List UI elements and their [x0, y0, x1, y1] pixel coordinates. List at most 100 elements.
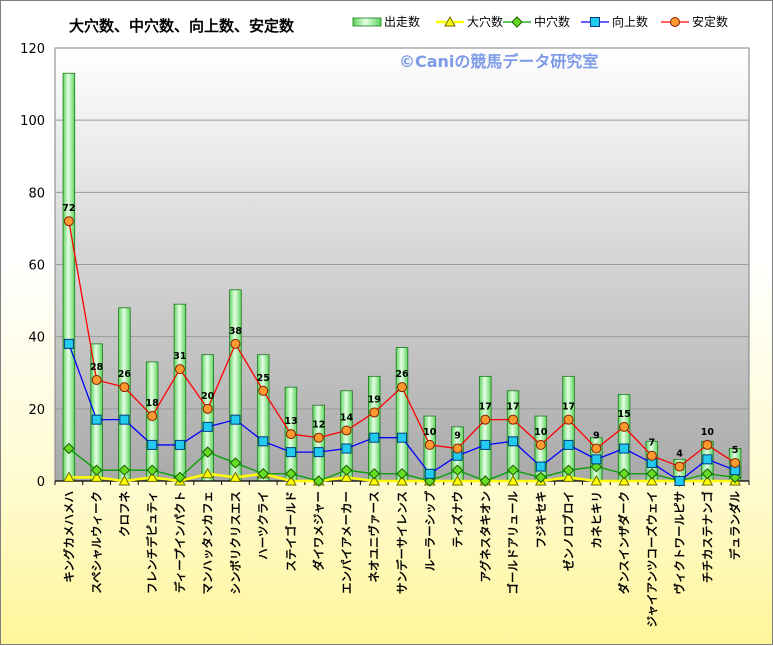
chart-title: 大穴数、中穴数、向上数、安定数	[69, 17, 295, 35]
data-point	[285, 429, 296, 440]
category-label: ゼンノロブロイ	[562, 491, 576, 571]
data-point	[480, 414, 491, 425]
category-label: ハーツクライ	[256, 491, 270, 560]
data-point	[257, 468, 269, 480]
data-point	[397, 382, 407, 393]
data-point	[701, 468, 714, 480]
category-label: マンハッタンカフェ	[201, 491, 215, 595]
data-point	[619, 421, 630, 432]
data-point	[730, 457, 741, 468]
category-label: シンボリクリスエス	[228, 491, 242, 595]
category-label: ダイワメジャー	[312, 491, 326, 571]
data-point	[63, 338, 74, 349]
category-label: ジャイアンツコーズウェイ	[645, 491, 659, 627]
data-point	[313, 432, 324, 443]
legend-label: 安定数	[692, 14, 728, 29]
category-label: デュランダル	[728, 491, 742, 560]
category-label: アグネスタキオン	[478, 491, 492, 582]
data-point	[119, 382, 130, 393]
data-point	[258, 385, 269, 396]
data-point	[174, 439, 185, 450]
y-tick-label: 100	[20, 114, 45, 129]
legend-swatch	[352, 17, 382, 27]
bar	[617, 393, 631, 482]
category-label: ティズナウ	[451, 491, 465, 548]
data-point	[479, 475, 491, 487]
data-point	[91, 374, 102, 385]
data-point	[452, 443, 463, 454]
data-point	[368, 474, 381, 486]
data-point	[313, 447, 324, 458]
data-point	[396, 474, 408, 486]
y-tick-label: 80	[28, 186, 45, 201]
data-point	[535, 471, 547, 484]
data-point	[368, 468, 380, 480]
data-label: 28	[90, 362, 104, 373]
legend-label: 大穴数	[467, 14, 503, 29]
data-label: 26	[118, 369, 132, 380]
data-point	[63, 471, 75, 482]
category-label: ヴィクトワールピサ	[673, 491, 687, 595]
data-point	[702, 454, 713, 465]
y-tick-label: 60	[28, 259, 45, 274]
y-tick-label: 20	[28, 403, 45, 418]
data-point	[646, 450, 657, 461]
data-label: 7	[649, 438, 656, 449]
data-point	[201, 467, 214, 479]
category-label: フジキセキ	[534, 491, 548, 549]
category-label: カネヒキリ	[589, 491, 603, 549]
data-point	[63, 216, 74, 227]
data-point	[646, 468, 658, 480]
category-label: ゴールドアリュール	[506, 491, 520, 595]
data-point	[369, 407, 380, 418]
data-point	[174, 471, 186, 484]
data-point	[90, 471, 103, 482]
data-point	[369, 432, 380, 443]
data-point	[340, 471, 353, 482]
data-point	[313, 475, 325, 487]
data-label: 12	[312, 420, 325, 431]
data-label: 25	[257, 373, 270, 384]
data-label: 9	[593, 431, 600, 442]
legend: 出走数 大穴数 中穴数 向上数 安定数	[352, 14, 728, 29]
data-point	[618, 474, 630, 486]
plot-area: 0 20 40 60 80 100 120 72 28 26 18 31 20 38 25 13 12 14 19 2…	[20, 42, 750, 627]
data-point	[451, 464, 464, 476]
category-label: フレンチデピュティ	[145, 491, 159, 594]
bar	[229, 289, 242, 482]
data-point	[174, 364, 185, 375]
y-tick-label: 120	[20, 42, 45, 57]
data-point	[591, 454, 602, 465]
data-point	[508, 436, 519, 447]
y-tick-label: 40	[28, 331, 45, 346]
legend-marker	[511, 16, 523, 28]
data-label: 17	[506, 402, 519, 413]
data-label: 38	[229, 326, 243, 337]
data-point	[618, 468, 630, 480]
legend-marker	[670, 17, 680, 27]
data-point	[285, 447, 296, 458]
data-point	[285, 474, 297, 486]
data-label: 18	[146, 398, 160, 409]
data-label: 31	[173, 351, 186, 362]
data-point	[147, 411, 158, 422]
data-point	[507, 464, 519, 476]
data-point	[563, 414, 574, 425]
data-point	[451, 474, 464, 486]
data-label: 5	[732, 445, 739, 456]
data-point	[424, 468, 435, 479]
legend-label: 出走数	[384, 14, 420, 29]
bar	[368, 375, 381, 482]
bar	[145, 361, 159, 482]
data-point	[285, 468, 297, 480]
data-point	[508, 414, 519, 425]
category-label: キングカメハメハ	[62, 491, 76, 583]
category-label: エンパイアメーカー	[339, 491, 353, 594]
bar	[118, 307, 131, 482]
bar	[312, 404, 325, 482]
data-point	[674, 461, 685, 472]
data-point	[229, 457, 242, 469]
data-point	[118, 464, 131, 476]
data-label: 17	[562, 402, 575, 413]
data-point	[507, 474, 519, 486]
